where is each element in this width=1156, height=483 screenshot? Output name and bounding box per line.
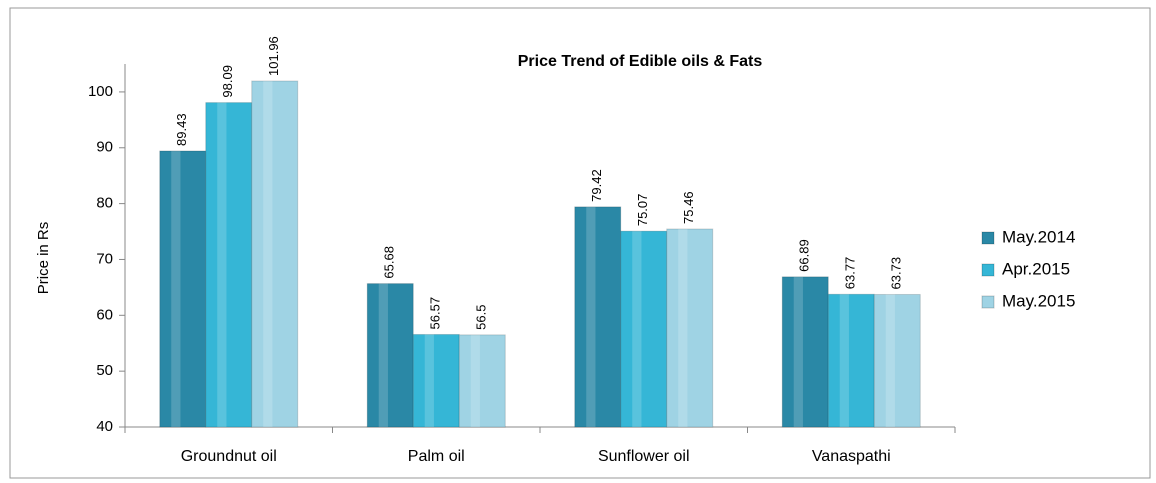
- bar-highlight: [586, 206, 596, 427]
- bar-highlight: [839, 294, 849, 427]
- bar-highlight: [263, 80, 273, 427]
- y-tick-label: 100: [88, 83, 113, 100]
- bar-highlight: [678, 228, 688, 427]
- value-label: 89.43: [174, 113, 189, 146]
- bar: [458, 334, 506, 428]
- legend-swatch: [981, 263, 995, 277]
- value-label: 63.73: [889, 257, 904, 290]
- legend-label: Apr.2015: [1002, 259, 1070, 278]
- x-tick-label: Palm oil: [408, 448, 465, 465]
- bar: [205, 102, 253, 428]
- bar-highlight: [632, 231, 642, 427]
- bar-highlight: [171, 150, 181, 428]
- bar-highlight: [470, 334, 480, 427]
- y-tick-label: 60: [96, 306, 113, 323]
- value-label: 98.09: [220, 65, 235, 98]
- x-tick-label: Groundnut oil: [181, 448, 277, 465]
- value-label: 75.46: [681, 191, 696, 224]
- bar: [159, 150, 207, 428]
- bar: [251, 80, 299, 428]
- bar-highlight: [424, 334, 434, 427]
- y-tick-label: 80: [96, 195, 113, 212]
- bar: [366, 283, 414, 428]
- bar: [620, 230, 668, 428]
- bar: [781, 276, 829, 428]
- value-label: 79.42: [589, 169, 604, 202]
- bar: [412, 333, 460, 428]
- legend-label: May.2014: [1002, 227, 1075, 246]
- bar: [873, 293, 921, 428]
- bar-highlight: [885, 294, 895, 427]
- value-label: 65.68: [382, 246, 397, 279]
- bar: [827, 293, 875, 428]
- bar: [666, 228, 714, 428]
- x-tick-label: Sunflower oil: [598, 448, 690, 465]
- y-tick-label: 70: [96, 250, 113, 267]
- chart-title: Price Trend of Edible oils & Fats: [518, 53, 763, 70]
- y-tick-label: 40: [96, 418, 113, 435]
- y-axis-label: Price in Rs: [35, 222, 52, 295]
- bar-highlight: [217, 102, 227, 427]
- value-label: 56.5: [474, 305, 489, 330]
- legend-swatch: [981, 295, 995, 309]
- value-label: 56.57: [428, 297, 443, 330]
- chart-border: [9, 7, 1151, 479]
- y-tick-label: 50: [96, 362, 113, 379]
- value-label: 63.77: [843, 257, 858, 290]
- legend-label: May.2015: [1002, 291, 1075, 310]
- value-label: 75.07: [635, 194, 650, 227]
- value-label: 66.89: [797, 239, 812, 272]
- y-tick-label: 90: [96, 139, 113, 156]
- bar: [574, 206, 622, 428]
- legend-swatch: [981, 231, 995, 245]
- value-label: 101.96: [266, 36, 281, 76]
- bar-highlight: [378, 283, 388, 427]
- bar-highlight: [793, 276, 803, 427]
- x-tick-label: Vanaspathi: [812, 448, 891, 465]
